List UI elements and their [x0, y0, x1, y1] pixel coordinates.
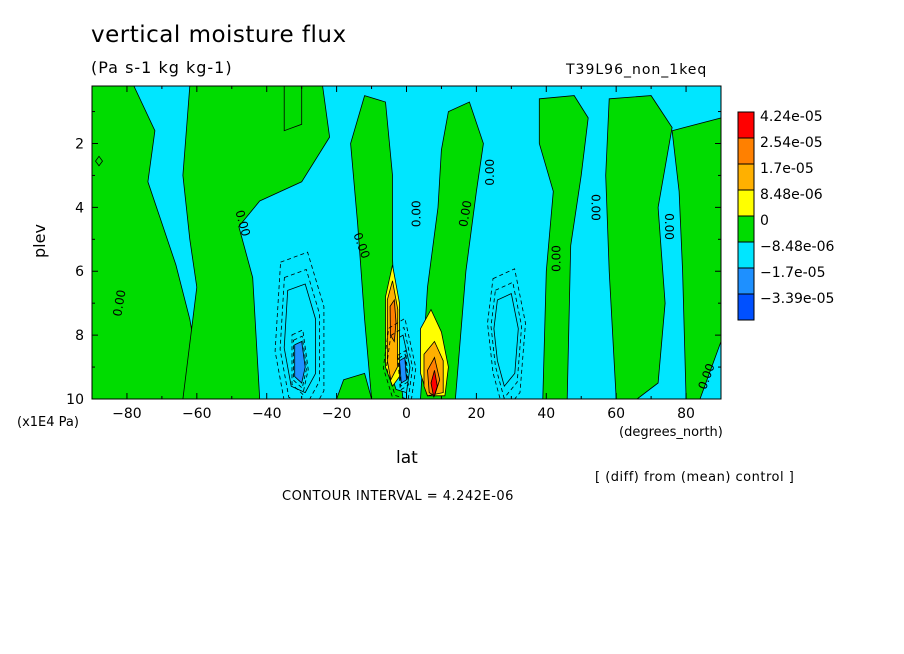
colorbar-label: 0	[760, 213, 769, 229]
dashed-contour	[291, 329, 309, 396]
chart-units: (Pa s-1 kg kg-1)	[91, 58, 233, 77]
contour-region	[294, 340, 306, 384]
dashed-contour	[385, 326, 414, 399]
contour-label: 0.00	[549, 245, 563, 272]
dashed-contour	[279, 268, 320, 399]
x-axis-label: lat	[396, 448, 418, 468]
contour-region	[92, 86, 205, 399]
x-tick-label: 80	[677, 406, 695, 422]
contour-label: 0.00	[483, 159, 497, 186]
x-tick-label: −60	[182, 406, 212, 422]
contour-region	[493, 293, 519, 388]
colorbar-swatch	[737, 215, 755, 243]
x-tick-label: 40	[537, 406, 555, 422]
contour-label: 0.00	[589, 194, 603, 221]
contour-region	[671, 117, 721, 399]
colorbar-label: 8.48e-06	[760, 187, 823, 203]
dashed-contour	[382, 317, 417, 399]
dashed-contour	[293, 335, 308, 389]
colorbar-swatch	[737, 163, 755, 191]
x-tick-label: 20	[467, 406, 485, 422]
x-tick-label: 60	[607, 406, 625, 422]
colorbar-swatch	[737, 267, 755, 295]
contour-label: 0.00	[110, 289, 128, 318]
contour-region	[399, 356, 407, 384]
x-tick-label: −40	[252, 406, 282, 422]
x-tick-label: −20	[322, 406, 352, 422]
contour-region	[283, 86, 303, 132]
colorbar-label: −3.39e-05	[760, 291, 834, 307]
x-tick-label: −80	[112, 406, 142, 422]
contour-label: 0.00	[409, 200, 423, 227]
y-tick-label: 4	[75, 200, 84, 216]
run-label: T39L96_non_1keq	[566, 62, 708, 78]
x-axis-unit: (degrees_north)	[619, 425, 723, 440]
dashed-contour	[398, 353, 408, 387]
contour-interval: CONTOUR INTERVAL = 4.242E-06	[282, 489, 514, 504]
contour-region	[605, 95, 673, 399]
contour-region	[182, 86, 331, 399]
colorbar-label: 2.54e-05	[760, 135, 823, 151]
y-axis-unit: (x1E4 Pa)	[17, 415, 79, 430]
colorbar-swatch	[737, 241, 755, 269]
contour-labels: 0.000.000.000.00 0.000.000.000.000.000.00	[110, 159, 717, 392]
diff-note: [ (diff) from (mean) control ]	[595, 470, 795, 485]
contour-region	[430, 370, 438, 398]
x-axis: −80 −60 −40 −20 0 20 40 60 80	[91, 86, 722, 422]
colorbar-swatch	[737, 137, 755, 165]
contour-region	[389, 298, 397, 343]
colorbar-label: −1.7e-05	[760, 265, 825, 281]
y-tick-label: 8	[75, 328, 84, 344]
y-tick-label: 2	[75, 136, 84, 152]
y-axis: 2 4 6 8 10	[66, 111, 721, 408]
colorbar-swatch	[737, 189, 755, 217]
contour-label: 0.00	[662, 213, 676, 240]
contour-region	[95, 155, 103, 167]
contour-region	[538, 95, 589, 399]
contour-region	[336, 372, 373, 399]
y-tick-label: 6	[75, 264, 84, 280]
chart-title: vertical moisture flux	[91, 22, 347, 48]
colorbar-swatch	[737, 293, 755, 321]
contour-fills	[92, 86, 721, 399]
colorbar: 4.24e-05 2.54e-05 1.7e-05 8.48e-06 0 −8.48e-0…	[737, 109, 834, 321]
x-tick-label: 0	[402, 406, 411, 422]
colorbar-label: 1.7e-05	[760, 161, 814, 177]
contour-label: 0.00	[233, 208, 253, 237]
contour-label: 0.00	[456, 199, 474, 228]
colorbar-swatch	[737, 111, 755, 139]
colorbar-label: −8.48e-06	[760, 239, 834, 255]
dashed-contour	[397, 349, 409, 391]
dashed-contour	[274, 251, 325, 399]
colorbar-label: 4.24e-05	[760, 109, 823, 125]
negative-contours	[274, 251, 526, 399]
y-tick-label: 10	[66, 392, 84, 408]
contour-region	[283, 283, 317, 394]
